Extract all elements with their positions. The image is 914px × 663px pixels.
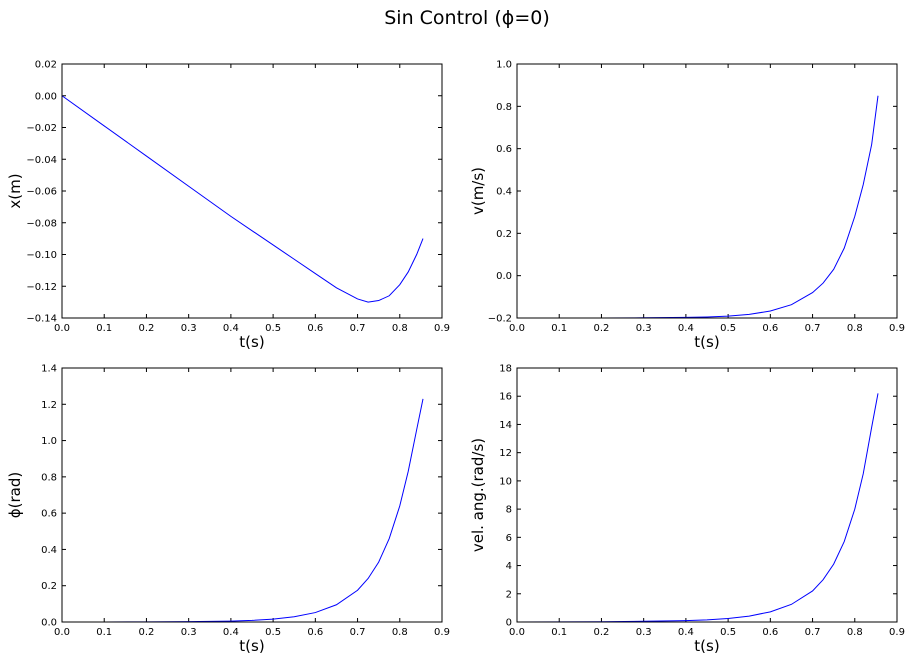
plot-frame (516, 63, 898, 319)
y-tick-label: 0.6 (496, 144, 512, 155)
subplot-4: 0.0 0.1 0.2 0.3 0.4 0.5 0.6 0.7 0.8 0.9 0 2 4 6 8 10 12 1… (469, 364, 905, 656)
data-line (61, 95, 424, 303)
x-tick-label: 0.0 (54, 627, 70, 638)
x-tick-label: 0.9 (434, 323, 450, 334)
data-line (516, 393, 879, 623)
x-tick-label: 0.3 (636, 323, 652, 334)
subplot-3: 0.0 0.1 0.2 0.3 0.4 0.5 0.6 0.7 0.8 0.9 0.0 0.2 0.4 0… (6, 364, 450, 656)
x-tick-label: 0.5 (720, 323, 736, 334)
y-axis-label: x(m) (6, 173, 24, 208)
x-tick-label: 0.4 (223, 323, 239, 334)
x-tick-label: 0.7 (805, 323, 821, 334)
x-tick-label: 0.1 (96, 627, 112, 638)
x-tick-label: 0.4 (678, 627, 694, 638)
x-tick-label: 0.0 (509, 323, 525, 334)
y-tick-label: 0.0 (41, 618, 57, 629)
y-axis-label: ϕ(rad) (6, 472, 24, 518)
y-tick-label: −0.10 (26, 250, 57, 261)
y-tick-label: −0.12 (26, 282, 57, 293)
y-tick-label: 14 (499, 420, 512, 431)
x-tick-label: 0.1 (551, 627, 567, 638)
y-tick-label: 1.0 (41, 436, 57, 447)
x-tick-label: 0.9 (889, 627, 905, 638)
y-tick-label: 0.8 (41, 472, 57, 483)
x-tick-label: 0.3 (181, 323, 197, 334)
y-axis-label: vel. ang.(rad/s) (469, 438, 487, 552)
plot-frame (61, 63, 443, 319)
y-tick-label: 0.4 (496, 187, 512, 198)
x-tick-label: 0.4 (678, 323, 694, 334)
y-axis-label: v(m/s) (469, 167, 487, 215)
y-tick-label: −0.06 (26, 187, 57, 198)
y-tick-label: −0.04 (26, 155, 57, 166)
x-tick-label: 0.6 (762, 627, 778, 638)
plot-frame (516, 367, 898, 623)
x-tick-label: 0.8 (847, 323, 863, 334)
y-tick-label: 1.0 (496, 60, 512, 71)
x-tick-label: 0.5 (265, 323, 281, 334)
x-axis-label: t(s) (694, 333, 719, 351)
y-tick-label: 16 (499, 392, 512, 403)
y-tick-label: −0.08 (26, 218, 57, 229)
x-axis-label: t(s) (694, 637, 719, 655)
x-tick-label: 0.2 (138, 323, 154, 334)
y-tick-label: 0.0 (496, 271, 512, 282)
x-tick-label: 0.7 (350, 323, 366, 334)
x-tick-label: 0.6 (762, 323, 778, 334)
x-tick-label: 0.8 (392, 323, 408, 334)
x-tick-label: 0.5 (265, 627, 281, 638)
y-tick-label: 0.4 (41, 545, 57, 556)
y-tick-label: 0.00 (35, 91, 57, 102)
x-tick-label: 0.6 (307, 323, 323, 334)
x-tick-label: 0.8 (392, 627, 408, 638)
y-tick-label: 0.2 (496, 229, 512, 240)
y-tick-label: 18 (499, 364, 512, 375)
y-tick-label: 1.2 (41, 400, 57, 411)
x-tick-label: 0.0 (54, 323, 70, 334)
x-tick-label: 0.2 (138, 627, 154, 638)
y-tick-label: 2 (506, 589, 512, 600)
x-tick-label: 0.7 (805, 627, 821, 638)
y-tick-label: 0.02 (35, 60, 57, 71)
data-line (62, 398, 424, 623)
y-tick-label: 12 (499, 448, 512, 459)
x-tick-label: 0.0 (509, 627, 525, 638)
x-axis-label: t(s) (239, 637, 264, 655)
y-tick-label: 0.8 (496, 102, 512, 113)
y-tick-label: −0.02 (26, 123, 57, 134)
subplot-2: 0.0 0.1 0.2 0.3 0.4 0.5 0.6 0.7 0.8 0.9−0.20.00.2… (469, 60, 905, 352)
x-tick-label: 0.2 (593, 323, 609, 334)
x-tick-label: 0.9 (889, 323, 905, 334)
x-tick-label: 0.9 (434, 627, 450, 638)
subplot-1: 0.0 0.1 0.2 0.3 0.4 0.5 0.6 0.7 0.8 0.9 −0.14 −0.12… (6, 60, 450, 352)
x-tick-label: 0.4 (223, 627, 239, 638)
y-tick-label: 8 (506, 505, 512, 516)
data-line (517, 95, 879, 319)
x-tick-label: 0.2 (593, 627, 609, 638)
y-tick-label: 0.2 (41, 581, 57, 592)
y-tick-label: 0 (506, 618, 512, 629)
x-tick-label: 0.3 (636, 627, 652, 638)
y-tick-label: −0.14 (26, 314, 57, 325)
y-tick-label: 10 (499, 476, 512, 487)
y-tick-label: 4 (506, 561, 512, 572)
y-tick-label: 0.6 (41, 509, 57, 520)
x-tick-label: 0.1 (551, 323, 567, 334)
x-tick-label: 0.6 (307, 627, 323, 638)
x-tick-label: 0.1 (96, 323, 112, 334)
x-axis-label: t(s) (239, 333, 264, 351)
plot-frame (61, 367, 443, 623)
figure-title: Sin Control (ϕ=0) (384, 7, 550, 29)
y-tick-label: −0.2 (488, 314, 512, 325)
x-tick-label: 0.3 (181, 627, 197, 638)
x-tick-label: 0.8 (847, 627, 863, 638)
x-tick-label: 0.5 (720, 627, 736, 638)
y-tick-label: 1.4 (41, 364, 57, 375)
y-tick-label: 6 (506, 533, 512, 544)
x-tick-label: 0.7 (350, 627, 366, 638)
